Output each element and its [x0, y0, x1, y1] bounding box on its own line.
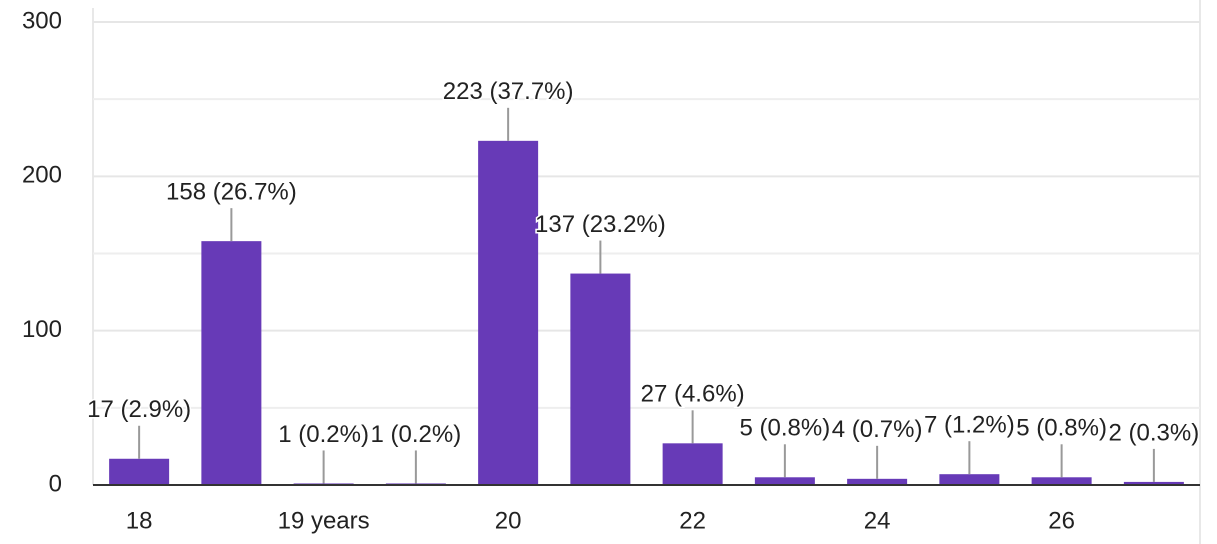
x-tick-label: 22 [679, 507, 706, 534]
x-tick-label: 19 years [278, 507, 370, 534]
x-tick-label: 20 [495, 507, 522, 534]
bar [478, 140, 539, 485]
x-tick-label: 18 [126, 507, 153, 534]
bar [570, 273, 631, 485]
data-label: 2 (0.3%) [1109, 419, 1200, 446]
data-label: 7 (1.2%) [924, 412, 1015, 439]
y-tick-label: 300 [22, 7, 62, 34]
data-label: 5 (0.8%) [1016, 415, 1107, 442]
bar [109, 458, 170, 485]
data-label: 158 (26.7%) [166, 178, 297, 205]
bar [1123, 481, 1184, 485]
bar [201, 241, 262, 485]
data-label: 5 (0.8%) [740, 415, 831, 442]
data-label: 4 (0.7%) [832, 416, 923, 443]
bar [662, 443, 723, 485]
data-label: 1 (0.2%) [278, 421, 369, 448]
bar [754, 477, 815, 485]
data-label: 137 (23.2%) [535, 211, 666, 238]
data-label: 223 (37.7%) [443, 78, 574, 105]
x-tick-label: 26 [1048, 507, 1075, 534]
y-tick-label: 0 [49, 470, 62, 497]
y-tick-label: 100 [22, 316, 62, 343]
data-label: 1 (0.2%) [371, 421, 462, 448]
data-label: 17 (2.9%) [87, 396, 191, 423]
bar [1031, 477, 1092, 485]
data-label: 27 (4.6%) [641, 381, 745, 408]
bar [847, 478, 908, 485]
x-tick-label: 24 [864, 507, 891, 534]
bar [939, 474, 1000, 485]
y-tick-label: 200 [22, 162, 62, 189]
